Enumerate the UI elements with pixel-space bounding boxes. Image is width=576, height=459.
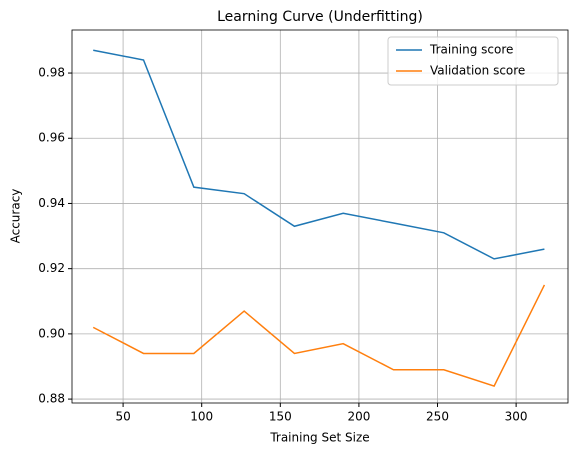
x-tick-label: 300 [505,410,528,424]
chart-title: Learning Curve (Underfitting) [217,9,423,25]
x-tick-label: 250 [426,410,449,424]
plot-frame [71,29,569,404]
legend-label: Validation score [430,64,525,78]
y-tick-label: 0.88 [38,392,65,406]
y-axis-label: Accuracy [9,189,23,244]
y-tick-label: 0.94 [38,196,65,210]
y-tick-label: 0.98 [38,66,65,80]
x-tick-label: 100 [190,410,213,424]
y-tick-label: 0.92 [38,261,65,275]
x-axis-label: Training Set Size [269,431,369,445]
legend-box [387,36,559,86]
y-tick-label: 0.90 [38,326,65,340]
x-tick-label: 50 [115,410,130,424]
x-tick-label: 150 [269,410,292,424]
legend-label: Training score [429,43,513,57]
data-line [93,49,545,260]
x-tick-label: 200 [347,410,370,424]
data-line [92,284,546,387]
y-tick-label: 0.96 [38,131,65,145]
